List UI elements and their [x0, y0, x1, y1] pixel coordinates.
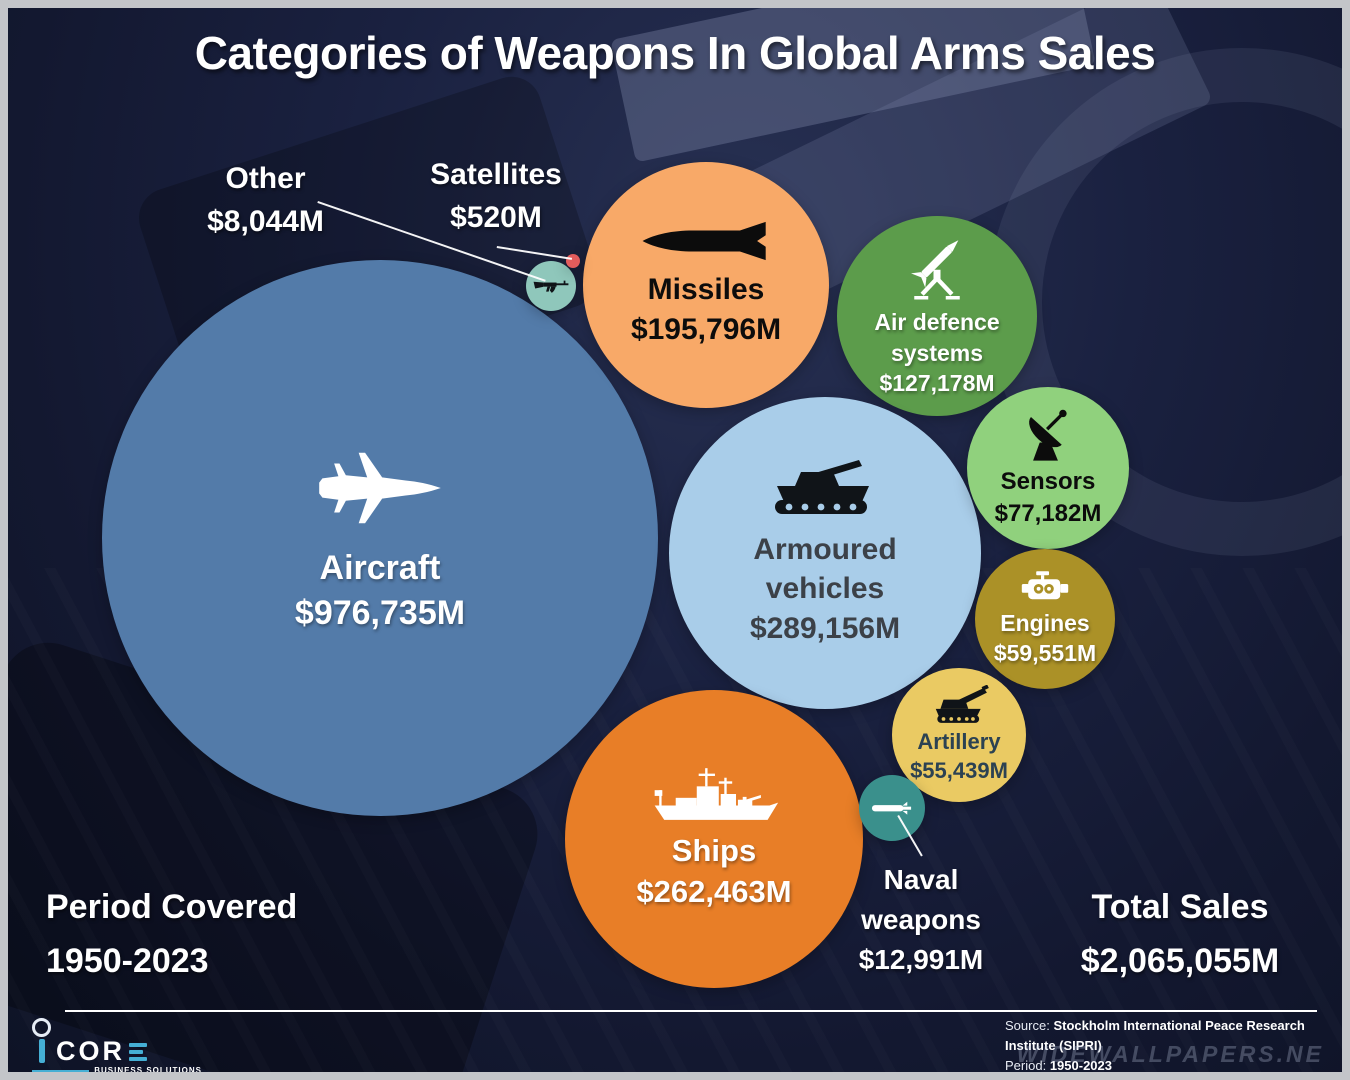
bubble-value: $262,463M: [636, 874, 792, 909]
label-satellites-value: $520M: [450, 200, 542, 234]
source-note: Source: Stockholm International Peace Re…: [1005, 1016, 1342, 1073]
bubble-label: Armoured: [753, 532, 897, 566]
engine-icon: [1021, 570, 1069, 606]
icore-logo-e-mark: [129, 1043, 147, 1061]
torpedo-icon: [871, 801, 913, 815]
label-naval-value: $12,991M: [858, 943, 984, 975]
bubble-value: $77,182M: [994, 500, 1102, 527]
icore-logo: COR BUSINESS SOLUTIONS: [32, 1018, 202, 1075]
bubble-value: $55,439M: [910, 758, 1008, 783]
bubble-armoured-vehicles: Armoured vehicles $289,156M: [669, 397, 981, 709]
footer-divider-line: [65, 1010, 1317, 1012]
label-naval-name2: weapons: [861, 903, 981, 935]
missile-icon: [639, 220, 774, 262]
bubble-label: Aircraft: [319, 549, 441, 588]
period-covered-value: 1950-2023: [46, 942, 209, 981]
warship-icon: [647, 765, 781, 823]
label-satellites-name: Satellites: [430, 158, 562, 191]
period-covered-title: Period Covered: [46, 888, 298, 926]
bubble-label: Artillery: [917, 728, 1001, 754]
bubble-value: $59,551M: [993, 640, 1097, 666]
sam-launcher-icon: [902, 233, 972, 303]
source-label: Source:: [1005, 1018, 1050, 1033]
leader-line-satellites: [496, 246, 573, 260]
bubble-other: [526, 261, 576, 311]
bubble-engines: Engines $59,551M: [975, 549, 1115, 689]
page-title: Categories of Weapons In Global Arms Sal…: [194, 27, 1156, 79]
bubble-label: systems: [890, 339, 984, 366]
bubble-satellites: [566, 254, 580, 268]
icore-logo-tagline: BUSINESS SOLUTIONS: [94, 1066, 202, 1075]
period-covered-block: Period Covered 1950-2023: [46, 880, 297, 989]
radar-dish-icon: [1019, 406, 1077, 464]
label-naval-name: Naval: [883, 864, 959, 895]
bubble-value: $289,156M: [749, 611, 901, 645]
total-sales-block: Total Sales $2,065,055M: [1020, 880, 1340, 989]
source-period-label: Period:: [1005, 1058, 1047, 1073]
label-other: Other $8,044M: [168, 158, 363, 243]
icore-logo-ring-icon: [32, 1018, 51, 1037]
label-satellites: Satellites $520M: [396, 154, 596, 239]
bubble-artillery: Artillery $55,439M: [892, 668, 1026, 802]
bubble-label: Sensors: [1000, 468, 1096, 496]
source-value: Stockholm International Peace Research I…: [1005, 1018, 1305, 1053]
tank-icon: [761, 458, 889, 524]
bubble-sensors: Sensors $77,182M: [967, 387, 1129, 549]
infographic-canvas: Categories of Weapons In Global Arms Sal…: [8, 8, 1342, 1072]
label-naval-weapons: Naval weapons $12,991M: [821, 860, 1021, 979]
label-other-name: Other: [225, 162, 306, 195]
background-banknote: [610, 8, 1096, 163]
label-other-value: $8,044M: [207, 204, 324, 238]
icore-logo-i-mark: [32, 1018, 51, 1063]
icore-logo-text: COR: [56, 1035, 125, 1066]
total-sales-value: $2,065,055M: [1080, 942, 1280, 981]
bubble-label: Ships: [671, 833, 757, 869]
bubble-label: Air defence: [874, 309, 1000, 336]
bubble-label: Missiles: [647, 273, 765, 307]
bubble-missiles: Missiles $195,796M: [583, 162, 829, 408]
total-sales-label: Total Sales: [1091, 888, 1269, 926]
bubble-value: $976,735M: [294, 594, 466, 632]
bubble-value: $195,796M: [630, 313, 782, 346]
rifle-icon: [532, 278, 570, 295]
watermark: WIDEWALLPAPERS.NE: [1016, 1041, 1324, 1067]
bubble-air-defence: Air defence systems $127,178M: [837, 216, 1037, 416]
bubble-naval-weapons: [859, 775, 925, 841]
bubble-label: Engines: [1000, 609, 1090, 636]
bubble-ships: Ships $262,463M: [565, 690, 863, 988]
bubble-aircraft: Aircraft $976,735M: [102, 260, 658, 816]
howitzer-icon: [928, 684, 990, 725]
bubble-label: vehicles: [765, 572, 885, 606]
bubble-value: $127,178M: [879, 370, 995, 397]
fighter-jet-icon: [314, 440, 446, 536]
source-period-value: 1950-2023: [1049, 1058, 1112, 1073]
